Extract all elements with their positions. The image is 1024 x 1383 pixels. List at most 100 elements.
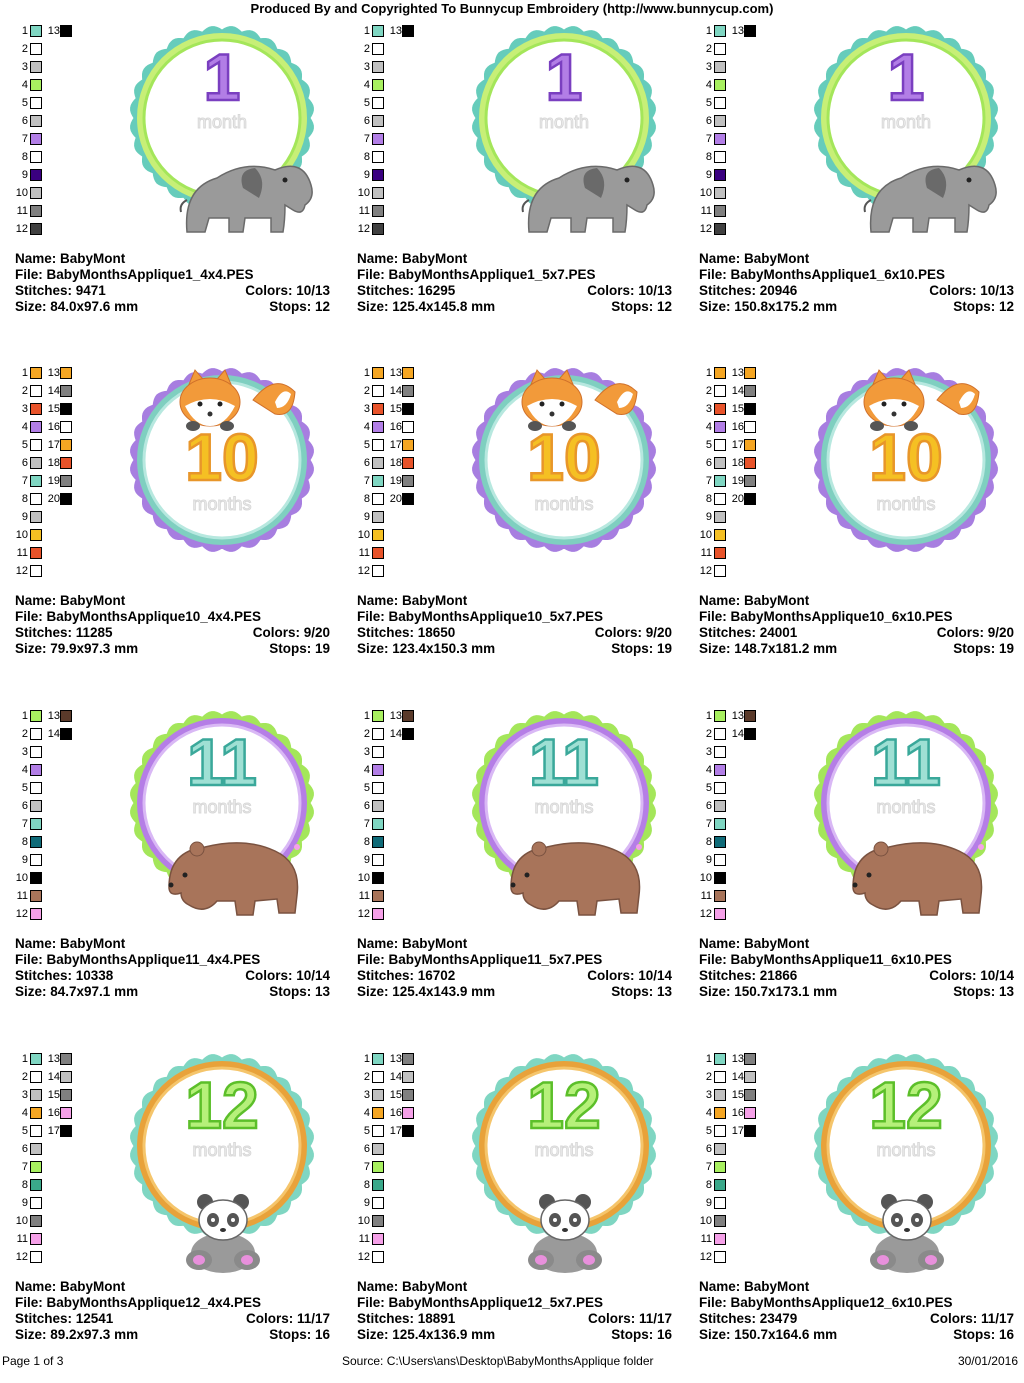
swatch-box <box>402 1089 414 1101</box>
swatch-box <box>60 1089 72 1101</box>
color-swatch: 5 <box>357 97 437 115</box>
swatch-number: 4 <box>705 1107 712 1119</box>
color-swatch: 6 <box>15 1143 95 1161</box>
swatch-number: 11 <box>358 547 370 559</box>
swatch-box <box>714 187 726 199</box>
swatch-box <box>30 97 42 109</box>
color-swatch: 12 <box>699 1251 779 1269</box>
swatch-number: 13 <box>731 710 744 722</box>
color-swatch: 18 <box>387 457 467 475</box>
color-swatch: 5 <box>699 782 779 800</box>
swatch-box <box>60 1107 72 1119</box>
color-swatch: 1 <box>15 710 95 728</box>
swatch-box <box>60 493 72 505</box>
swatch-number: 10 <box>357 187 370 199</box>
design-info: Name: BabyMont File: BabyMonthsApplique1_… <box>15 251 330 315</box>
swatch-number: 17 <box>389 1125 402 1137</box>
swatch-number: 10 <box>357 529 370 541</box>
color-swatch: 10 <box>699 872 779 890</box>
swatch-box <box>714 403 726 415</box>
color-swatch: 9 <box>15 854 95 872</box>
color-swatch: 1 <box>699 25 779 43</box>
color-swatch: 10 <box>15 872 95 890</box>
swatch-box <box>402 439 414 451</box>
color-swatch: 2 <box>699 385 779 403</box>
swatch-number: 15 <box>731 1089 744 1101</box>
swatch-number: 4 <box>363 79 370 91</box>
swatch-box <box>372 1251 384 1263</box>
swatch-box <box>714 115 726 127</box>
swatch-box <box>714 1161 726 1173</box>
swatch-box <box>30 1215 42 1227</box>
swatch-box <box>372 25 384 37</box>
bear-icon <box>168 841 300 916</box>
panda-icon <box>186 1194 260 1273</box>
color-swatch: 16 <box>387 1107 467 1125</box>
swatch-box <box>30 439 42 451</box>
design-art: 10 months <box>809 362 1004 587</box>
design-card: 1 2 3 4 5 6 7 8 9 10 11 12 13 14 15 16 17 18 19 20 10 months N… <box>357 367 677 697</box>
swatch-box <box>714 854 726 866</box>
color-swatch: 12 <box>357 223 437 241</box>
color-swatch: 4 <box>357 79 437 97</box>
color-swatch: 5 <box>699 97 779 115</box>
swatch-box <box>744 493 756 505</box>
swatch-number: 6 <box>21 115 28 127</box>
month-word: months <box>876 797 935 817</box>
swatch-number: 1 <box>363 367 370 379</box>
color-swatch: 5 <box>357 782 437 800</box>
month-word: month <box>197 112 247 132</box>
swatch-number: 3 <box>363 1089 370 1101</box>
month-number: 10 <box>869 420 942 494</box>
swatch-box <box>372 710 384 722</box>
swatch-number: 14 <box>389 1071 402 1083</box>
color-swatch: 5 <box>15 1125 95 1143</box>
swatch-number: 5 <box>21 439 28 451</box>
design-art: 1 month <box>467 20 662 245</box>
swatch-number: 7 <box>21 818 28 830</box>
swatch-number: 5 <box>363 1125 370 1137</box>
month-word: months <box>534 1140 593 1160</box>
swatch-number: 3 <box>705 1089 712 1101</box>
color-swatch: 12 <box>699 223 779 241</box>
swatch-box <box>714 511 726 523</box>
color-swatch: 6 <box>15 800 95 818</box>
color-swatch: 4 <box>15 1107 95 1125</box>
swatch-number: 9 <box>363 854 370 866</box>
swatch-box <box>372 97 384 109</box>
swatch-number: 16 <box>389 421 402 433</box>
swatch-number: 1 <box>705 710 712 722</box>
design-file: File: BabyMonthsApplique1_5x7.PES <box>357 267 596 282</box>
color-swatch: 7 <box>15 818 95 836</box>
design-art: 12 months <box>125 1048 320 1273</box>
swatch-box <box>372 529 384 541</box>
swatch-box <box>30 169 42 181</box>
color-swatch: 16 <box>729 1107 809 1125</box>
swatch-number: 7 <box>363 475 370 487</box>
color-swatch: 2 <box>699 728 779 746</box>
swatch-box <box>714 1107 726 1119</box>
swatch-box <box>372 728 384 740</box>
swatch-number: 11 <box>700 890 712 902</box>
swatch-number: 11 <box>700 547 712 559</box>
month-word: months <box>876 494 935 514</box>
design-file: File: BabyMonthsApplique11_4x4.PES <box>15 952 261 967</box>
design-stitches: Stitches: 16295 Colors: 10/13 <box>357 283 672 298</box>
swatch-number: 8 <box>21 151 28 163</box>
swatch-box <box>372 1089 384 1101</box>
color-swatch: 15 <box>45 1089 125 1107</box>
swatch-number: 13 <box>47 710 60 722</box>
color-swatch: 12 <box>15 565 95 583</box>
color-swatch: 6 <box>699 1143 779 1161</box>
color-swatch: 10 <box>699 1215 779 1233</box>
design-size: Size: 79.9x97.3 mm Stops: 19 <box>15 641 330 656</box>
color-swatch: 6 <box>699 457 779 475</box>
swatch-box <box>30 1143 42 1155</box>
swatch-number: 15 <box>47 1089 60 1101</box>
design-stitches: Stitches: 10338 Colors: 10/14 <box>15 968 330 983</box>
swatch-box <box>402 1071 414 1083</box>
design-size: Size: 84.0x97.6 mm Stops: 12 <box>15 299 330 314</box>
swatch-box <box>60 403 72 415</box>
